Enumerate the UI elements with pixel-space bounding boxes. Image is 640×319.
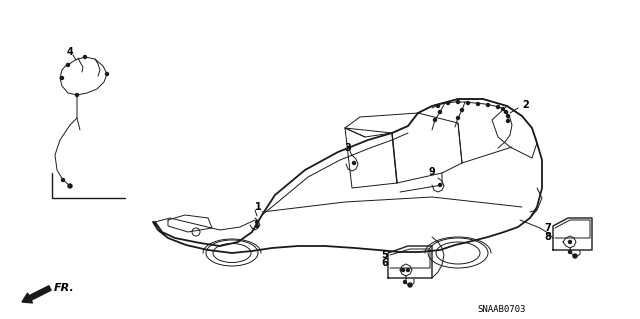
Circle shape — [408, 283, 412, 287]
Circle shape — [106, 72, 109, 76]
Circle shape — [477, 102, 479, 106]
Circle shape — [401, 269, 404, 271]
Circle shape — [486, 103, 490, 107]
Text: 9: 9 — [429, 167, 435, 177]
Circle shape — [436, 105, 440, 108]
Circle shape — [433, 118, 436, 122]
Circle shape — [456, 116, 460, 120]
Circle shape — [506, 115, 509, 117]
Circle shape — [456, 100, 460, 103]
Circle shape — [255, 220, 259, 224]
Circle shape — [67, 63, 70, 66]
Text: 5: 5 — [381, 250, 388, 260]
Text: 7: 7 — [544, 223, 551, 233]
Circle shape — [403, 280, 406, 284]
Circle shape — [568, 250, 572, 254]
Circle shape — [502, 108, 504, 110]
Circle shape — [438, 110, 442, 114]
Circle shape — [573, 254, 577, 258]
Circle shape — [497, 106, 499, 108]
Circle shape — [438, 183, 442, 187]
Circle shape — [83, 56, 86, 58]
Circle shape — [76, 93, 79, 97]
Circle shape — [61, 179, 65, 182]
Circle shape — [504, 110, 508, 114]
Circle shape — [568, 241, 572, 243]
Circle shape — [406, 269, 410, 271]
Text: 6: 6 — [381, 258, 388, 268]
Text: FR.: FR. — [54, 283, 75, 293]
Text: SNAAB0703: SNAAB0703 — [478, 305, 526, 314]
Text: 8: 8 — [544, 232, 551, 242]
Text: 3: 3 — [344, 143, 351, 153]
Circle shape — [461, 108, 463, 112]
Circle shape — [447, 101, 449, 105]
Text: 2: 2 — [522, 100, 529, 110]
Circle shape — [255, 225, 259, 227]
Circle shape — [68, 184, 72, 188]
Text: 1: 1 — [255, 202, 261, 212]
Circle shape — [353, 161, 355, 165]
Circle shape — [467, 101, 470, 105]
Text: 4: 4 — [67, 47, 74, 57]
FancyArrow shape — [22, 286, 51, 303]
Circle shape — [61, 77, 63, 79]
Circle shape — [506, 120, 509, 122]
